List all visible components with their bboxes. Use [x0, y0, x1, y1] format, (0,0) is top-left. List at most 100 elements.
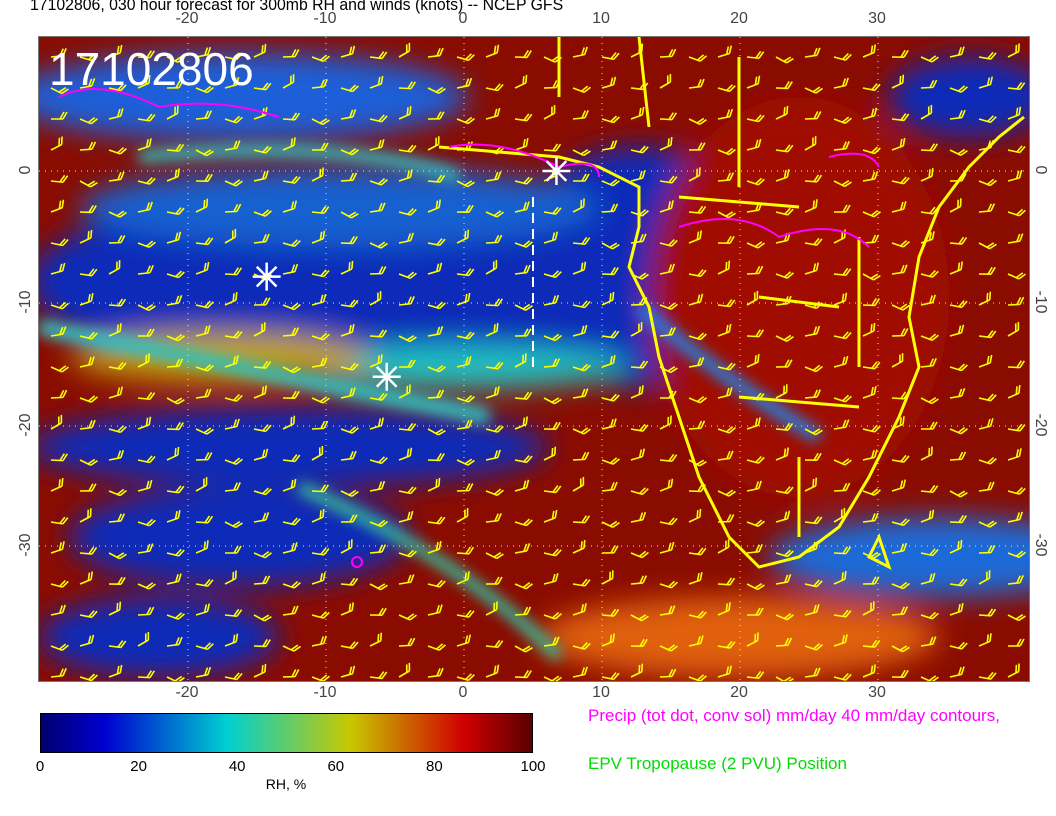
wind-barb [1007, 385, 1021, 399]
wind-barb [659, 668, 677, 678]
wind-barb [398, 447, 413, 461]
wind-barb [456, 609, 475, 618]
wind-barb [775, 486, 794, 495]
wind-barb [891, 542, 908, 554]
lon-tick-top: 10 [592, 10, 610, 27]
wind-barb [804, 199, 818, 213]
wind-barb [572, 427, 591, 435]
wind-barb [920, 636, 937, 647]
wind-barb [630, 272, 649, 280]
wind-barb [427, 364, 446, 373]
wind-barb [79, 116, 98, 125]
wind-barb [746, 456, 765, 464]
wind-barb [456, 458, 475, 466]
wind-barb [949, 641, 968, 650]
wind-barb [891, 669, 909, 679]
wind-barb [50, 580, 69, 588]
wind-barb [775, 549, 794, 558]
wind-barb [79, 180, 98, 188]
wind-barb [108, 664, 123, 678]
wind-barb [485, 425, 504, 433]
wind-barb [688, 167, 701, 182]
lon-tick-bottom: 20 [730, 684, 748, 701]
wind-barb [253, 233, 270, 244]
wind-barb [79, 508, 92, 523]
wind-barb [340, 172, 358, 182]
wind-barb [282, 175, 301, 184]
wind-barb [862, 488, 881, 496]
wind-barb [630, 423, 649, 432]
wind-barb [340, 514, 358, 523]
lon-tick-bottom: 30 [868, 684, 886, 701]
wind-barb [862, 551, 881, 559]
wind-barb [311, 635, 327, 647]
wind-barb [224, 292, 238, 306]
wind-barb [746, 241, 765, 249]
lon-tick-top: 0 [458, 10, 468, 27]
wind-barb [485, 83, 504, 92]
wind-barb [833, 507, 846, 523]
wind-barb [340, 324, 355, 337]
wind-barb [920, 55, 939, 63]
wind-barb [833, 673, 852, 681]
wind-barb [978, 671, 997, 680]
tropopause-legend: EPV Tropopause (2 PVU) Position [588, 754, 847, 773]
wind-barb [398, 613, 417, 621]
wind-barb [601, 52, 620, 61]
wind-barb [79, 458, 98, 466]
wind-barb [427, 477, 441, 492]
precip-legend: Precip (tot dot, conv sol) mm/day 40 mm/… [588, 706, 1000, 725]
wind-barb [833, 53, 852, 61]
wind-barb [50, 326, 67, 337]
wind-barb [920, 206, 939, 215]
wind-barb [398, 549, 417, 558]
wind-barb [775, 81, 793, 90]
star-marker [252, 262, 281, 291]
wind-barb [775, 169, 790, 182]
wind-barb [398, 208, 417, 216]
wind-barb [50, 643, 69, 652]
wind-barb [920, 675, 939, 681]
wind-barb [311, 117, 330, 126]
wind-barb [514, 455, 533, 464]
wind-barb [340, 665, 356, 678]
wind-barb [311, 396, 330, 404]
wind-barb [369, 291, 382, 306]
wind-barb [949, 578, 968, 587]
wind-barb [688, 78, 705, 89]
wind-barb [456, 331, 475, 340]
wind-barb [485, 234, 503, 244]
wind-barb [688, 547, 707, 556]
wind-barb [79, 141, 97, 151]
wind-barb [108, 576, 126, 586]
wind-barb [427, 136, 440, 151]
wind-barb [108, 147, 127, 155]
wind-barb [340, 489, 359, 497]
colorbar-tick: 80 [426, 758, 443, 775]
wind-barb [282, 517, 301, 526]
wind-barb [862, 449, 878, 461]
wind-barb [717, 260, 731, 275]
wind-barb [775, 359, 793, 368]
wind-barb [369, 456, 388, 465]
wind-barb [137, 75, 151, 89]
wind-barb [572, 46, 588, 58]
wind-barb [398, 662, 411, 678]
wind-barb [195, 149, 214, 157]
wind-barb [224, 355, 239, 368]
wind-barb [775, 295, 792, 306]
wind-barb [51, 111, 68, 120]
wind-barb [514, 113, 533, 122]
wind-barb [978, 520, 997, 528]
wind-barb [717, 489, 736, 497]
wind-barb [804, 262, 820, 275]
wind-barb [427, 579, 446, 588]
wind-barb [833, 292, 848, 306]
wind-barb [166, 548, 185, 557]
wind-barb [485, 146, 504, 155]
wind-barb [949, 261, 964, 275]
wind-barb [311, 509, 325, 523]
wind-barb [398, 169, 413, 182]
wind-barb [775, 422, 794, 431]
wind-barb [1007, 423, 1026, 432]
